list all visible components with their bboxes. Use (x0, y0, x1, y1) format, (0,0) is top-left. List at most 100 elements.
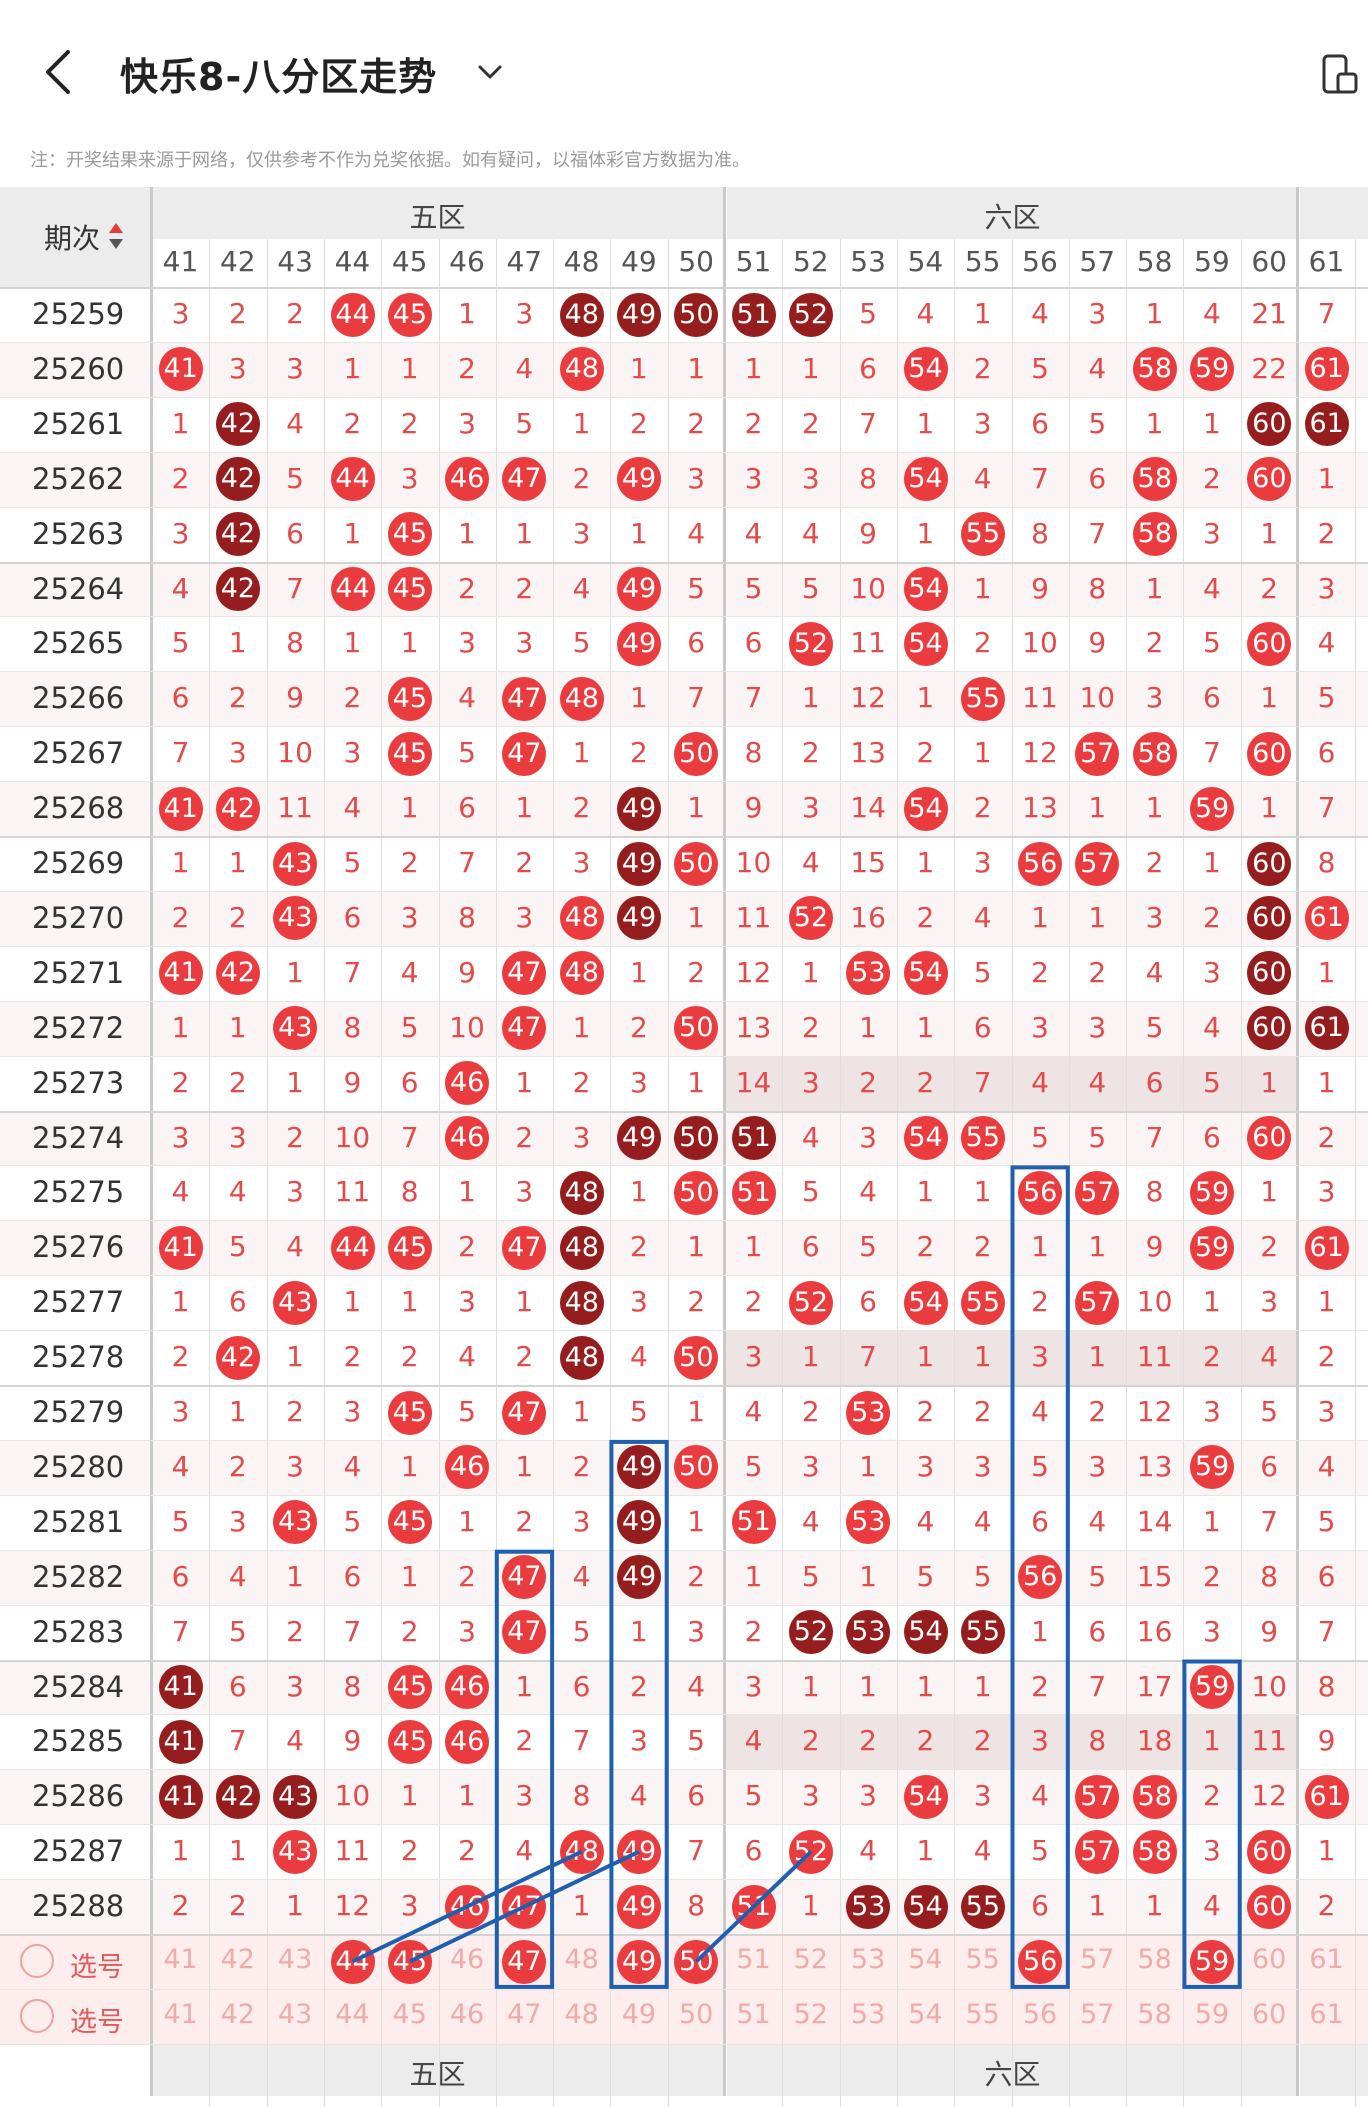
pick-row (0, 1988, 1368, 2044)
pick-number[interactable]: 47 (507, 1998, 542, 2030)
miss-count: 1 (1260, 681, 1279, 715)
miss-count: 5 (801, 1559, 820, 1593)
miss-count: 1 (343, 626, 362, 660)
pick-number[interactable]: 43 (277, 1998, 313, 2030)
selected-ball[interactable]: 59 (1190, 1939, 1235, 1984)
drawn-ball: 60 (1247, 1116, 1292, 1160)
table-row (0, 1879, 1368, 1935)
miss-count: 4 (286, 1230, 304, 1264)
pick-number[interactable]: 54 (908, 1998, 943, 2030)
pick-number[interactable]: 42 (220, 1944, 255, 1975)
pick-number[interactable]: 54 (908, 1944, 943, 1975)
pick-number[interactable]: 42 (220, 1998, 255, 2030)
pick-number[interactable]: 50 (679, 1998, 714, 2030)
pick-number[interactable]: 45 (392, 1998, 427, 2030)
miss-count: 2 (458, 1559, 476, 1593)
miss-count: 1 (572, 406, 591, 440)
pick-number[interactable]: 55 (965, 1998, 1000, 2030)
pick-number[interactable]: 41 (163, 1944, 198, 1975)
miss-count: 4 (1317, 626, 1336, 660)
pick-number[interactable]: 52 (793, 1944, 828, 1975)
column-number: 55 (964, 245, 1001, 278)
miss-count: 3 (515, 1175, 534, 1209)
pick-number[interactable]: 59 (1194, 1998, 1230, 2030)
column-divider (209, 239, 211, 2107)
miss-count: 1 (1145, 1889, 1164, 1923)
pick-number[interactable]: 41 (163, 1998, 198, 2030)
miss-count: 8 (687, 1889, 706, 1923)
pick-number[interactable]: 51 (736, 1998, 771, 2030)
selected-ball[interactable]: 56 (1018, 1939, 1063, 1984)
sort-icon[interactable] (108, 221, 124, 251)
selected-ball[interactable]: 44 (330, 1939, 375, 1984)
pick-number[interactable]: 60 (1252, 1944, 1287, 1975)
miss-count: 1 (286, 1889, 304, 1923)
miss-count: 4 (859, 1175, 877, 1209)
miss-count: 6 (1031, 406, 1049, 440)
miss-count: 1 (1260, 791, 1279, 825)
pick-number[interactable]: 61 (1309, 1998, 1344, 2030)
pick-number[interactable]: 52 (793, 1998, 828, 2030)
pick-number[interactable]: 57 (1080, 1998, 1115, 2030)
pick-number[interactable]: 48 (564, 1998, 599, 2030)
miss-count: 4 (1260, 1340, 1279, 1374)
miss-count: 1 (1202, 846, 1221, 879)
pick-radio[interactable] (20, 1998, 54, 2033)
miss-count: 2 (343, 681, 362, 715)
miss-count: 3 (1202, 1834, 1221, 1868)
zone-band (1300, 187, 1368, 239)
pick-number[interactable]: 58 (1137, 1944, 1172, 1975)
pick-number[interactable]: 43 (277, 1944, 313, 1975)
miss-count: 2 (1317, 1340, 1336, 1374)
miss-count: 9 (1317, 1724, 1336, 1758)
drawn-ball: 46 (445, 1445, 490, 1490)
pick-number[interactable]: 53 (850, 1944, 886, 1975)
pick-number[interactable]: 46 (449, 1944, 485, 1975)
zone-band (152, 2043, 723, 2096)
drawn-ball: 49 (617, 457, 662, 502)
miss-count: 6 (859, 1285, 877, 1319)
miss-count: 8 (572, 1779, 591, 1813)
pick-number[interactable]: 58 (1137, 1998, 1172, 2030)
back-arrow-icon[interactable] (38, 48, 82, 96)
selected-ball[interactable]: 45 (387, 1939, 432, 1984)
miss-count: 5 (171, 1504, 190, 1538)
selected-ball[interactable]: 47 (502, 1939, 547, 1984)
miss-count: 1 (1088, 1230, 1107, 1264)
pick-number[interactable]: 44 (335, 1998, 370, 2030)
drawn-ball: 41 (158, 347, 203, 392)
miss-count: 3 (1031, 1010, 1049, 1044)
pick-number[interactable]: 60 (1252, 1998, 1287, 2030)
pick-number[interactable]: 61 (1309, 1944, 1344, 1975)
row-divider (0, 287, 1368, 289)
miss-count: 1 (973, 571, 992, 605)
pick-number[interactable]: 55 (965, 1944, 1000, 1975)
pick-number[interactable]: 48 (564, 1944, 599, 1975)
pick-number[interactable]: 53 (850, 1998, 886, 2030)
miss-count: 5 (228, 1614, 247, 1648)
miss-count: 4 (343, 1449, 362, 1483)
pick-number[interactable]: 57 (1080, 1944, 1115, 1975)
miss-count: 2 (228, 681, 247, 715)
period-header[interactable]: 期次 (0, 187, 150, 287)
selected-ball[interactable]: 50 (674, 1939, 719, 1984)
drawn-ball: 46 (445, 1061, 490, 1106)
device-switch-icon[interactable] (1320, 52, 1360, 96)
miss-count: 1 (1145, 406, 1164, 440)
miss-count: 5 (1202, 626, 1221, 660)
miss-count: 1 (400, 626, 419, 660)
selected-ball[interactable]: 49 (617, 1939, 662, 1984)
miss-count: 7 (1317, 297, 1336, 330)
miss-count: 5 (1031, 1834, 1049, 1868)
miss-count: 1 (1317, 955, 1336, 989)
period-number: 25276 (32, 1230, 125, 1265)
miss-count: 4 (1088, 1065, 1107, 1099)
chevron-down-icon[interactable] (474, 56, 506, 88)
column-number: 49 (621, 245, 657, 278)
pick-number[interactable]: 56 (1022, 1998, 1058, 2030)
pick-number[interactable]: 49 (621, 1998, 657, 2030)
pick-number[interactable]: 46 (449, 1998, 485, 2030)
drawn-ball: 51 (731, 1170, 776, 1215)
pick-radio[interactable] (20, 1944, 54, 1978)
pick-number[interactable]: 51 (736, 1944, 771, 1975)
